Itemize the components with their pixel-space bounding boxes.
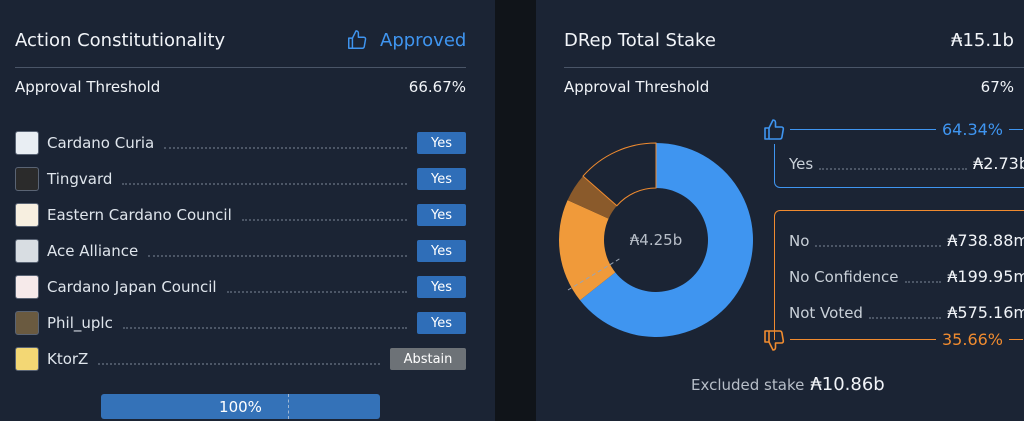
voter-name: Cardano Curia xyxy=(47,134,155,152)
dotted-leader xyxy=(868,316,942,319)
voter-avatar xyxy=(15,239,39,263)
drep-title: DRep Total Stake xyxy=(564,30,716,51)
approval-progress-bar: 100% xyxy=(101,394,380,419)
threshold-line xyxy=(567,257,622,291)
vote-badge: Yes xyxy=(417,312,466,334)
voter-avatar xyxy=(15,311,39,335)
voter-row[interactable]: Cardano Curia Yes xyxy=(15,130,466,156)
excluded-label: Excluded stake xyxy=(691,376,805,394)
thumbs-down-icon xyxy=(764,330,785,351)
dotted-leader xyxy=(148,255,407,257)
voter-name: Ace Alliance xyxy=(47,242,139,260)
voter-avatar xyxy=(15,131,39,155)
stake-value: ₳738.88m xyxy=(947,231,1024,250)
yes-breakdown: Yes ₳2.73b xyxy=(774,144,1024,188)
threshold-value: 66.67% xyxy=(408,78,466,96)
drep-threshold-label: Approval Threshold xyxy=(564,78,710,96)
panel-title: Action Constitutionality xyxy=(15,30,226,51)
voter-name: Phil_uplc xyxy=(47,314,113,332)
stake-value: ₳575.16m xyxy=(947,303,1024,322)
dotted-leader xyxy=(98,363,380,365)
voter-avatar xyxy=(15,167,39,191)
dotted-leader xyxy=(241,219,407,221)
stake-label: Not Voted xyxy=(789,303,863,322)
excluded-value: ₳10.86b xyxy=(810,374,885,395)
voter-row[interactable]: Tingvard Yes xyxy=(15,166,466,192)
no-percentage: 35.66% xyxy=(790,330,1024,349)
voter-name: Tingvard xyxy=(47,170,113,188)
voter-avatar xyxy=(15,275,39,299)
voter-row[interactable]: Cardano Japan Council Yes xyxy=(15,274,466,300)
voter-avatar xyxy=(15,203,39,227)
vote-badge: Yes xyxy=(417,276,466,298)
donut-svg xyxy=(559,142,753,337)
threshold-label: Approval Threshold xyxy=(15,78,161,96)
donut-slice-not-voted xyxy=(582,142,657,207)
stake-row: Not Voted ₳575.16m xyxy=(789,303,1024,322)
voter-avatar xyxy=(15,347,39,371)
drep-threshold-value: 67% xyxy=(980,78,1014,96)
stake-value: ₳199.95m xyxy=(947,267,1024,286)
dotted-leader xyxy=(122,327,407,329)
vote-badge: Abstain xyxy=(390,348,466,370)
threshold-marker xyxy=(288,394,289,419)
donut-center-label: ₳4.25b xyxy=(629,231,683,249)
voter-row[interactable]: KtorZ Abstain xyxy=(15,346,466,372)
voter-row[interactable]: Ace Alliance Yes xyxy=(15,238,466,264)
vote-badge: Yes xyxy=(417,204,466,226)
voter-name: KtorZ xyxy=(47,350,89,368)
drep-panel: DRep Total Stake ₳15.1b Approval Thresho… xyxy=(536,0,1024,421)
dotted-leader xyxy=(164,147,407,149)
dotted-leader xyxy=(904,280,942,283)
progress-label: 100% xyxy=(219,397,262,416)
thumbs-up-icon xyxy=(764,119,785,140)
stake-label: No xyxy=(789,231,810,250)
yes-pct-value: 64.34% xyxy=(942,120,1004,139)
vote-badge: Yes xyxy=(417,240,466,262)
divider xyxy=(15,67,466,68)
constitutionality-panel: Action Constitutionality Approved Approv… xyxy=(0,0,495,421)
dotted-leader xyxy=(819,167,968,170)
donut-slice-no-confidence xyxy=(567,176,617,219)
stake-donut-chart: ₳4.25b xyxy=(556,140,756,340)
voter-name: Eastern Cardano Council xyxy=(47,206,232,224)
no-breakdown: No ₳738.88m No Confidence ₳199.95m Not Voted… xyxy=(774,210,1024,340)
stake-row: Yes ₳2.73b xyxy=(789,154,1024,173)
stake-label: No Confidence xyxy=(789,267,899,286)
voter-name: Cardano Japan Council xyxy=(47,278,217,296)
dotted-leader xyxy=(815,244,942,247)
yes-percentage: 64.34% xyxy=(790,120,1024,139)
voter-row[interactable]: Eastern Cardano Council Yes xyxy=(15,202,466,228)
divider xyxy=(564,67,1024,68)
vote-badge: Yes xyxy=(417,168,466,190)
donut-slice-yes xyxy=(580,143,753,337)
approved-label: Approved xyxy=(380,29,467,51)
excluded-stake: Excluded stake ₳10.86b xyxy=(691,374,885,395)
stake-row: No Confidence ₳199.95m xyxy=(789,267,1024,286)
dotted-leader xyxy=(122,183,407,185)
dotted-leader xyxy=(226,291,407,293)
stake-row: No ₳738.88m xyxy=(789,231,1024,250)
stake-value: ₳2.73b xyxy=(973,154,1024,173)
donut-slice-no xyxy=(559,200,616,301)
voter-row[interactable]: Phil_uplc Yes xyxy=(15,310,466,336)
no-pct-value: 35.66% xyxy=(942,330,1004,349)
vote-badge: Yes xyxy=(417,132,466,154)
thumbs-up-icon xyxy=(348,30,367,49)
approved-status: Approved xyxy=(346,29,466,51)
drep-total-stake: ₳15.1b xyxy=(951,30,1014,51)
stake-label: Yes xyxy=(789,154,814,173)
